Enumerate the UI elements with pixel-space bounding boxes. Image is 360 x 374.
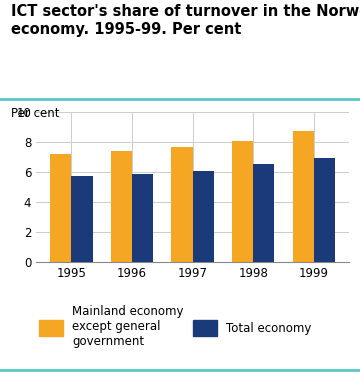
- Bar: [314, 158, 335, 262]
- Text: Per cent: Per cent: [11, 107, 59, 120]
- Bar: [171, 147, 193, 262]
- Text: ICT sector's share of turnover in the Norwegian
economy. 1995-99. Per cent: ICT sector's share of turnover in the No…: [11, 4, 360, 37]
- Bar: [71, 176, 93, 262]
- Bar: [132, 174, 153, 262]
- Legend: Mainland economy
except general
government, Total economy: Mainland economy except general governme…: [35, 301, 316, 353]
- Bar: [253, 164, 274, 262]
- Bar: [50, 154, 71, 262]
- Bar: [111, 151, 132, 262]
- Bar: [293, 131, 314, 262]
- Bar: [232, 141, 253, 262]
- Bar: [193, 171, 214, 262]
